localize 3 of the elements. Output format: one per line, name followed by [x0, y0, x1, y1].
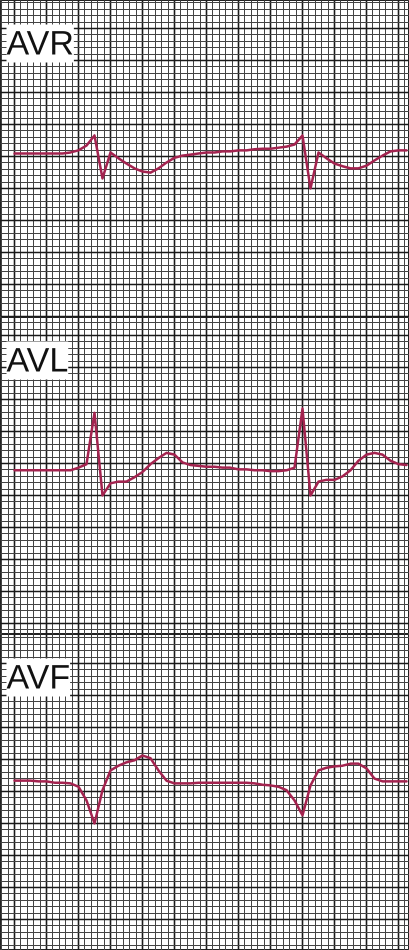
chart-title: AVL — [6, 342, 68, 380]
chart-title: AVF — [6, 658, 70, 696]
chart-title: AVR — [6, 24, 74, 62]
